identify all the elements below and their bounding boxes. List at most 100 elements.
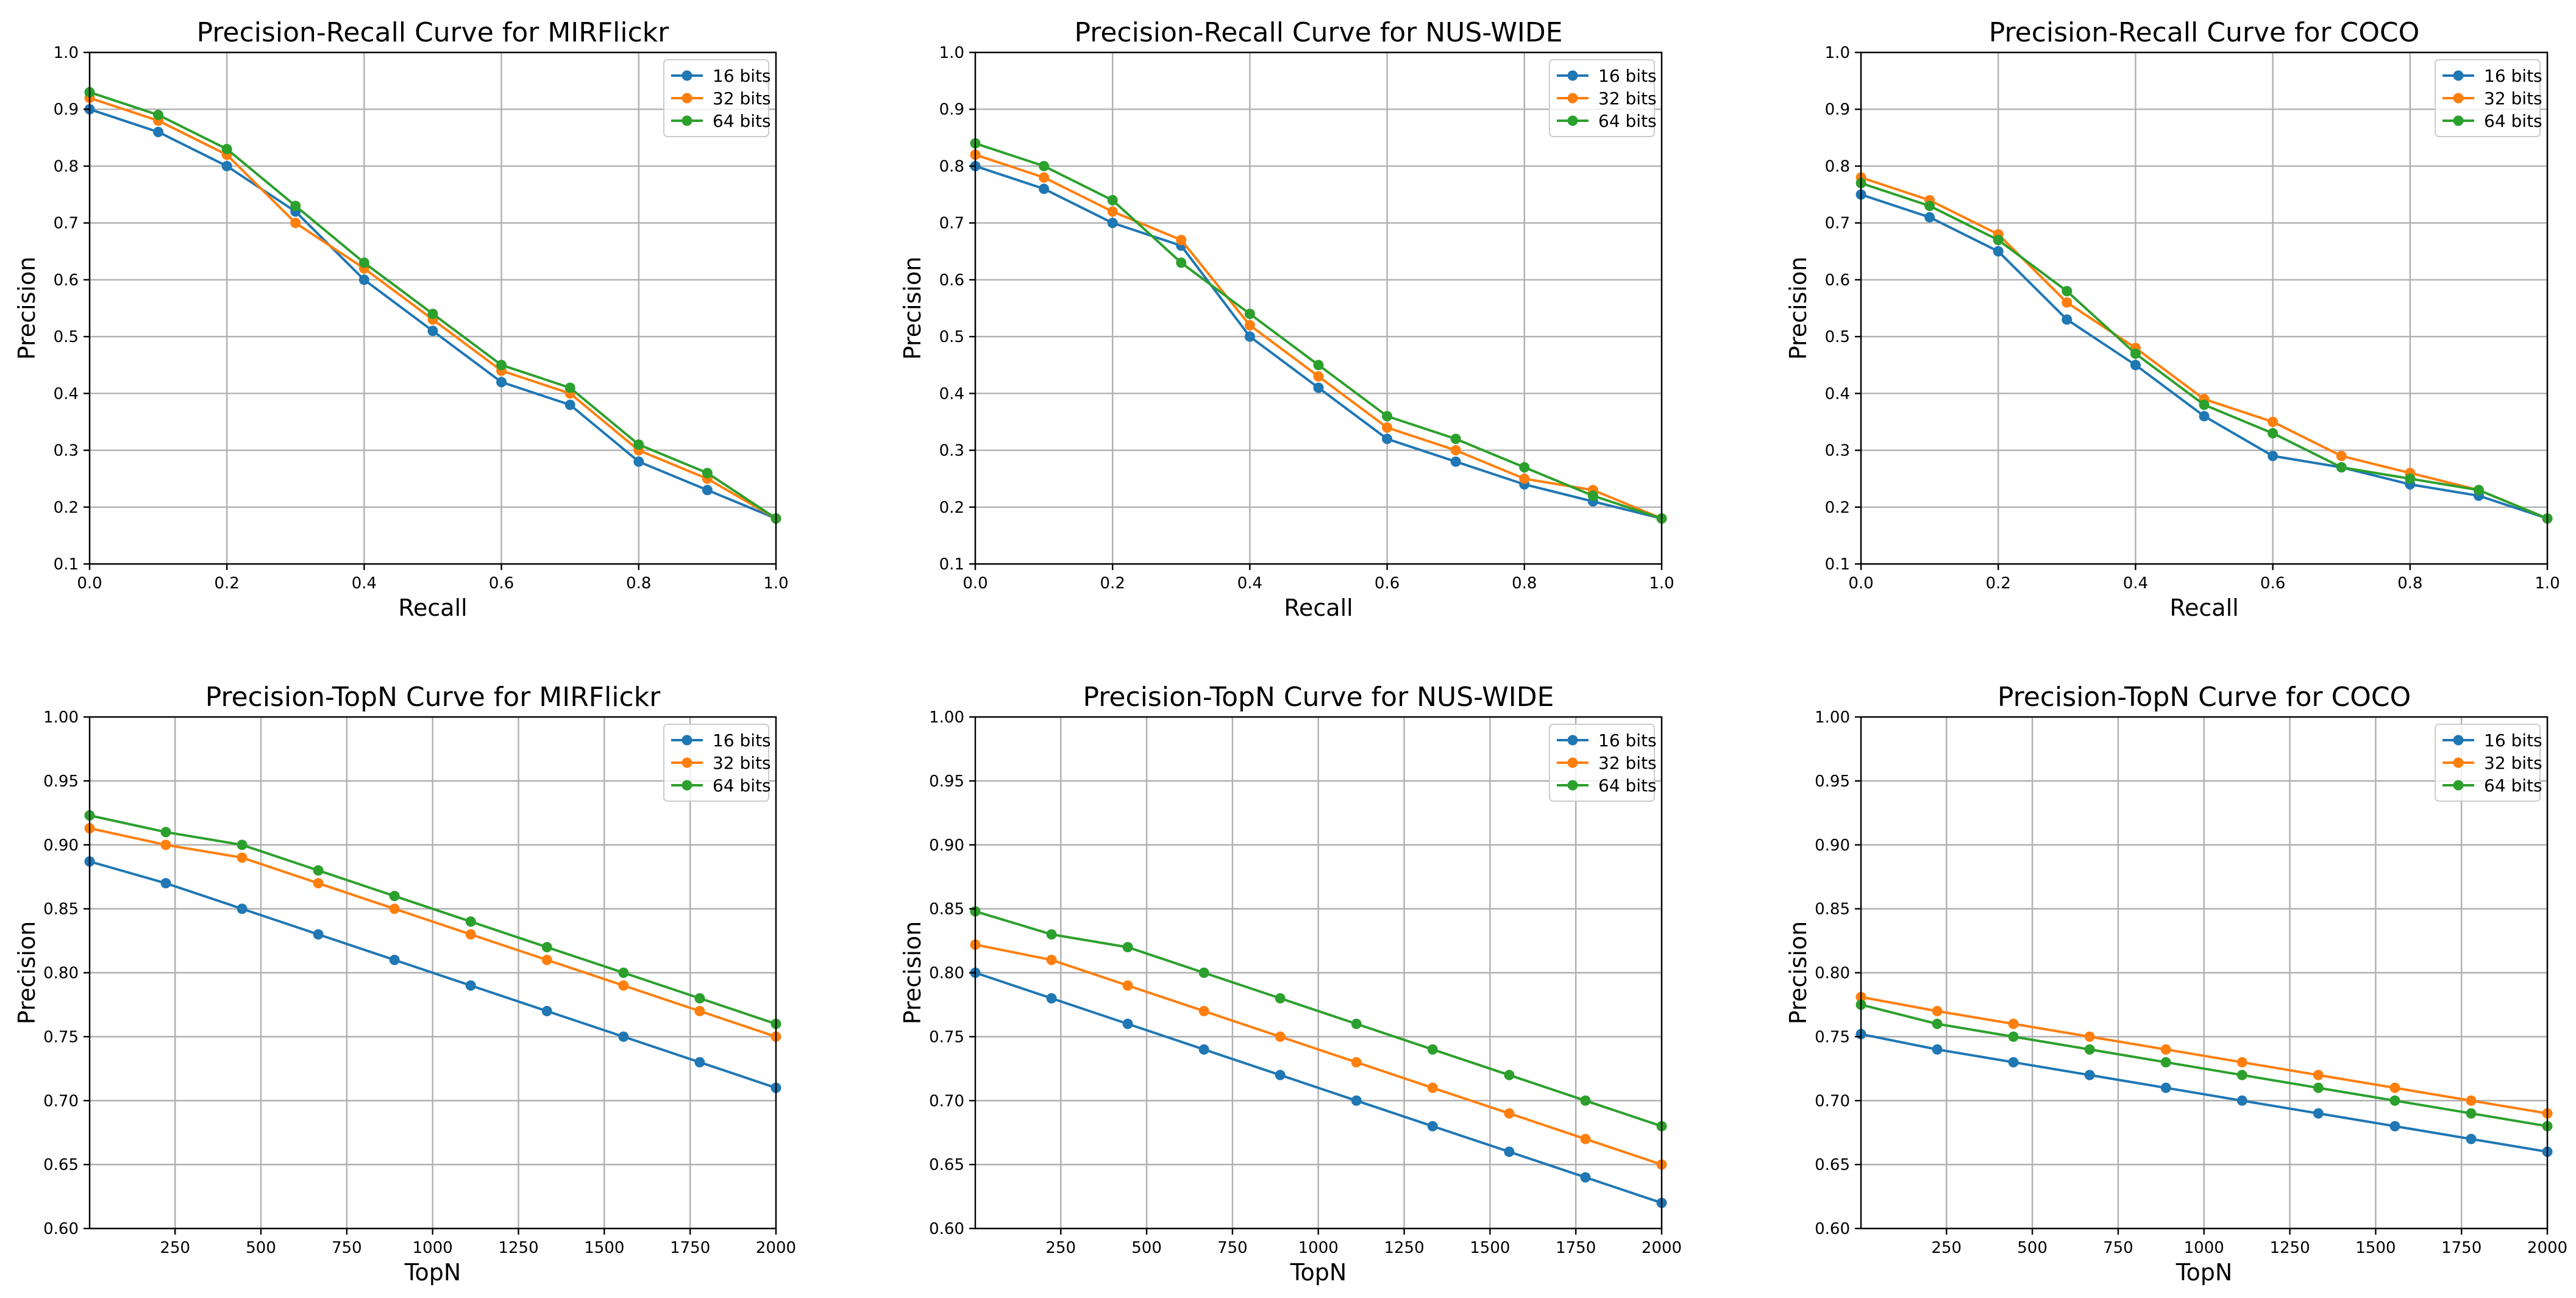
y-tick-label: 0.7 [54, 215, 79, 233]
y-tick-label: 0.7 [1825, 215, 1850, 233]
data-point [1107, 218, 1118, 229]
legend-marker [1567, 735, 1578, 746]
data-point [221, 143, 232, 154]
x-tick-label: 0.4 [1237, 574, 1262, 593]
y-tick-label: 1.0 [1825, 44, 1850, 62]
y-tick-label: 0.75 [929, 1028, 964, 1046]
data-point [633, 439, 644, 450]
y-tick-label: 0.3 [939, 442, 964, 460]
data-point [1932, 1005, 1943, 1016]
x-tick-label: 1000 [413, 1239, 453, 1257]
data-point [1244, 308, 1255, 319]
legend-marker [681, 93, 692, 104]
data-point [1382, 433, 1393, 444]
y-tick-label: 0.80 [929, 965, 964, 983]
series-line-32-bits [975, 943, 1662, 1166]
data-point [1504, 1069, 1515, 1080]
data-point [389, 891, 400, 902]
y-tick-label: 0.90 [43, 836, 79, 855]
y-tick-label: 0.4 [54, 385, 79, 403]
data-point [618, 980, 629, 991]
data-point [1450, 433, 1461, 444]
y-tick-label: 0.75 [43, 1028, 79, 1046]
data-point [1275, 993, 1286, 1004]
x-tick-label: 2000 [1642, 1239, 1682, 1257]
y-axis-label: Precision [1785, 921, 1812, 1025]
y-tick-label: 0.70 [43, 1092, 79, 1110]
data-point [1176, 257, 1187, 268]
y-tick-label: 0.95 [43, 772, 79, 791]
chart-title: Precision-Recall Curve for MIRFlickr [197, 17, 670, 48]
x-tick-label: 500 [246, 1239, 276, 1257]
x-tick-label: 1250 [2269, 1239, 2310, 1257]
data-point [2236, 1057, 2247, 1068]
x-axis-label: TopN [404, 1259, 461, 1286]
data-point [702, 468, 713, 479]
data-point [313, 878, 324, 889]
legend-label: 32 bits [2484, 753, 2542, 773]
series-line-16-bits [975, 165, 1662, 520]
data-point [1519, 462, 1530, 473]
plot-frame [88, 51, 777, 565]
data-point [427, 326, 438, 337]
data-point [2008, 1018, 2019, 1029]
data-point [1198, 968, 1209, 978]
legend-marker [2453, 757, 2464, 768]
y-tick-label: 0.5 [1825, 328, 1850, 346]
y-tick-label: 0.5 [939, 328, 964, 346]
legend-label: 64 bits [2484, 111, 2542, 131]
chart-3: 0.0 0.2 0.4 0.6 0.8 1.0 0.1 0.2 0.3 0.4 0.5 0.6 0.7 0… [1785, 17, 2560, 621]
y-tick-label: 0.70 [1815, 1092, 1850, 1110]
x-tick-label: 1250 [1384, 1239, 1424, 1257]
legend-marker [681, 735, 692, 746]
x-axis-label: Recall [2169, 594, 2238, 621]
legend-marker [1567, 780, 1578, 791]
legend-label: 32 bits [2484, 88, 2542, 109]
x-tick-label: 0.0 [962, 574, 987, 593]
legend-label: 16 bits [2484, 66, 2542, 86]
x-tick-label: 1750 [1556, 1239, 1596, 1257]
chart-1: 0.0 0.2 0.4 0.6 0.8 1.0 0.1 0.2 0.3 0.4 0.5 0.6 0.7 0… [13, 17, 789, 621]
legend-label: 32 bits [1598, 753, 1657, 773]
y-tick-label: 0.6 [1825, 271, 1850, 290]
data-point [541, 1005, 552, 1016]
data-point [2130, 360, 2141, 371]
y-tick-label: 0.6 [939, 271, 964, 290]
x-tick-label: 0.8 [2397, 574, 2422, 593]
data-point [389, 955, 400, 966]
data-point [2062, 297, 2073, 308]
x-tick-label: 750 [1217, 1239, 1248, 1257]
data-point [1176, 235, 1187, 246]
legend-marker [681, 115, 692, 126]
data-point [2466, 1133, 2477, 1144]
legend-label: 64 bits [2484, 776, 2542, 796]
y-axis-label: Precision [13, 257, 40, 360]
series-line-16-bits [1860, 1033, 2548, 1154]
data-point [2313, 1069, 2324, 1080]
legend-label: 16 bits [713, 730, 771, 751]
data-point [2236, 1069, 2247, 1080]
data-point [2160, 1057, 2171, 1068]
x-tick-label: 1.0 [1649, 574, 1674, 593]
data-point [1924, 201, 1935, 212]
data-point [160, 840, 171, 850]
series-line-32-bits [1860, 176, 2548, 520]
x-tick-label: 0.0 [1848, 574, 1873, 593]
y-tick-label: 0.95 [1815, 772, 1850, 791]
y-tick-label: 0.60 [1815, 1220, 1850, 1238]
data-point [2084, 1031, 2095, 1042]
legend-marker [2453, 93, 2464, 104]
x-tick-label: 500 [2017, 1239, 2048, 1257]
x-tick-label: 1.0 [763, 574, 788, 593]
legend-label: 64 bits [713, 776, 771, 796]
y-tick-label: 0.3 [1825, 442, 1850, 460]
data-point [1427, 1121, 1438, 1132]
legend-marker [1567, 93, 1578, 104]
data-point [389, 904, 400, 915]
data-point [1504, 1146, 1515, 1157]
x-tick-label: 250 [160, 1239, 190, 1257]
series-line-16-bits [89, 860, 777, 1089]
data-point [153, 127, 164, 138]
